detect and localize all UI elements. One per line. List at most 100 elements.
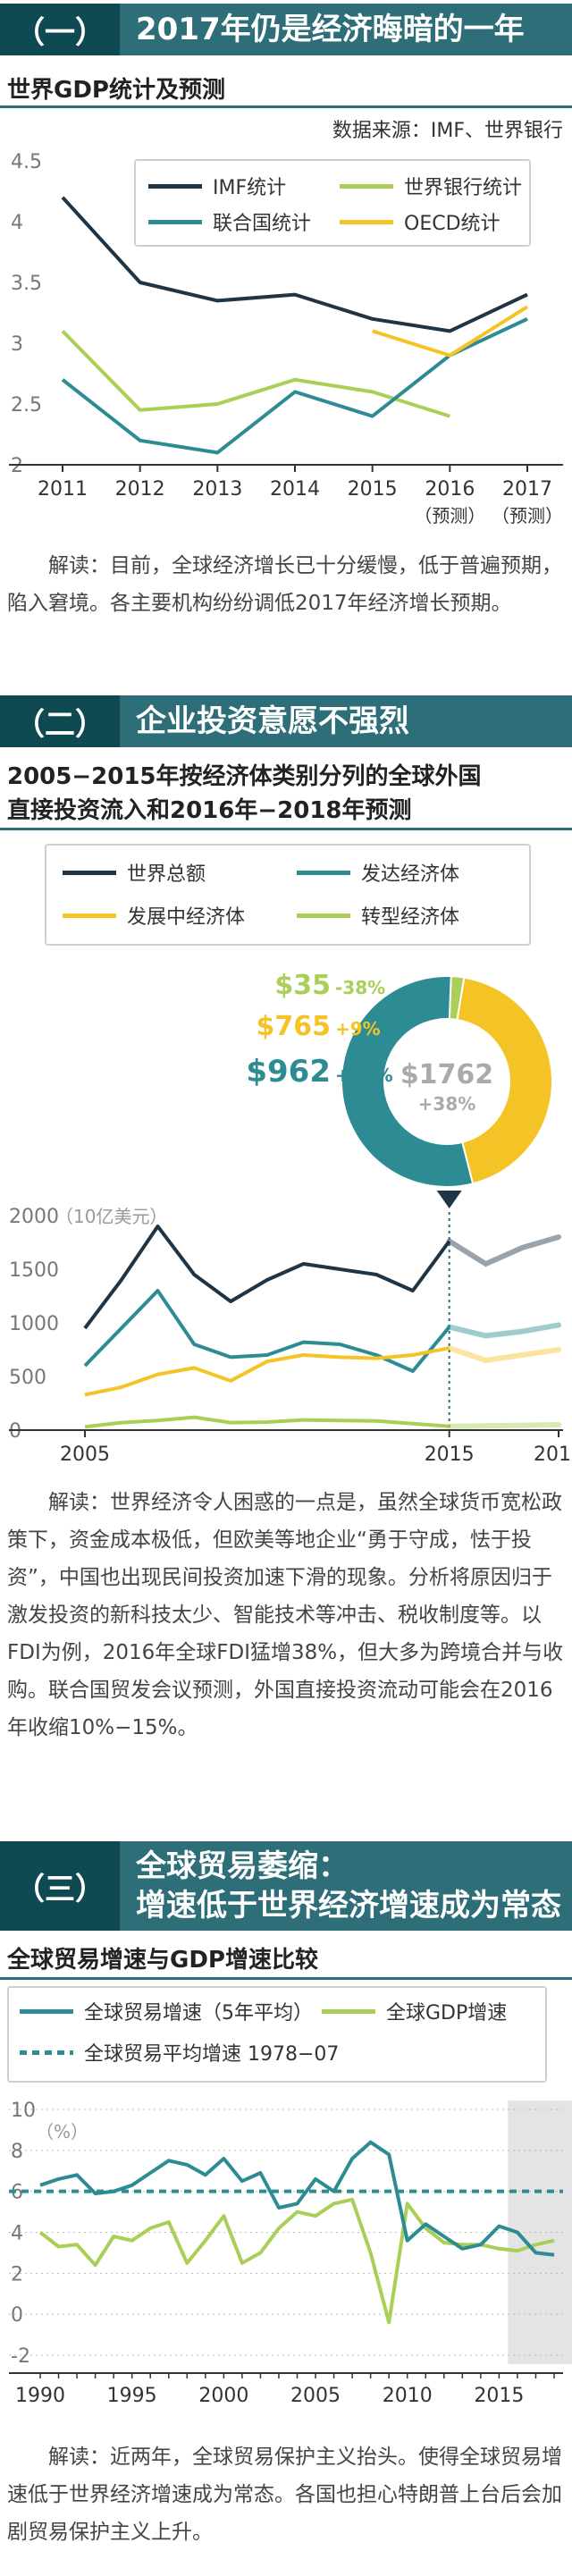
trade-y-tick: 0 <box>11 2304 23 2327</box>
gdp-series-line <box>372 305 529 358</box>
legend-trade-average-label: 全球贸易平均增速 1978−07 <box>84 2043 340 2066</box>
section1-number: （一） <box>0 4 120 55</box>
section3-title-line2: 增速低于世界经济增速成为常态 <box>136 1888 561 1924</box>
fdi-chart: $1762 +38% $35 -38%$765 +9%$962 +84% 0 500 1000 1… <box>9 970 572 1466</box>
trade-chart: -2 0 2 4 6 8 10（%） 1990 1995 2000 2005 2010 2015 <box>9 2100 572 2407</box>
fdi-y-tick: 0 <box>9 1420 21 1443</box>
trade-y-tick: 6 <box>11 2182 23 2204</box>
legend-developing: 发展中经济体 <box>63 901 245 930</box>
gdp-series-line <box>61 316 528 455</box>
section2-subtitle-line1: 2005−2015年按经济体类别分列的全球外国 <box>7 763 482 790</box>
donut-slice-label: $765 <box>257 1011 332 1042</box>
fdi-y-tick: 1500 <box>9 1259 59 1282</box>
fdi-series-line <box>84 1415 450 1429</box>
legend-transition-swatch <box>297 913 350 918</box>
trade-x-tick: 2010 <box>383 2385 433 2407</box>
section3-paragraph: 解读：近两年，全球贸易保护主义抬头。使得全球贸易增速低于世界经济增速成为常态。各… <box>7 2446 562 2544</box>
donut-slice-change: +9% <box>335 1018 381 1040</box>
trade-y-tick: -2 <box>11 2345 30 2368</box>
fdi-x-tick: 2015 <box>425 1444 475 1466</box>
gdp-x-tick: 2017 <box>502 478 552 501</box>
trade-series-line <box>38 2197 555 2325</box>
section3-underline <box>0 1977 572 1980</box>
legend-transition-label: 转型经济体 <box>361 906 460 929</box>
gdp-chart: 2 2.5 3 3.5 4 4.5 2011 2012 2013 2014 2015 2016 （预测）… <box>9 151 563 526</box>
gdp-x-sublabel: （预测） <box>492 505 563 526</box>
gdp-x-tick: 2011 <box>38 478 88 501</box>
trade-y-tick: 2 <box>11 2263 23 2286</box>
section1-title: 2017年仍是经济晦暗的一年 <box>136 11 525 47</box>
gdp-x-tick: 2012 <box>115 478 165 501</box>
section2-underline <box>0 828 572 830</box>
trade-y-label: （%） <box>36 2121 88 2142</box>
gdp-y-tick: 2 <box>11 455 23 477</box>
trade-series-line <box>39 2140 555 2257</box>
fdi-series-forecast <box>446 1322 561 1339</box>
legend-worldbank-label: 世界银行统计 <box>404 177 523 199</box>
fdi-x-tick: 2018 <box>534 1444 572 1466</box>
trade-legend: 全球贸易增速（5年平均） 全球GDP增速 全球贸易平均增速 1978−07 <box>7 1986 547 2083</box>
legend-trade-growth: 全球贸易增速（5年平均） <box>20 1997 313 2025</box>
legend-transition: 转型经济体 <box>297 901 459 930</box>
section1-underline <box>0 105 572 108</box>
legend-developed: 发达经济体 <box>297 858 459 887</box>
donut-slice-label: $962 <box>246 1054 331 1090</box>
section2-title: 企业投资意愿不强烈 <box>136 703 409 739</box>
legend-gdp-growth-label: 全球GDP增速 <box>386 2002 508 2025</box>
fdi-series-line <box>83 1289 451 1373</box>
fdi-series-forecast <box>446 1422 561 1429</box>
gdp-x-tick: 2013 <box>192 478 242 501</box>
fdi-legend: 世界总额 发达经济体 发展中经济体 转型经济体 <box>45 844 531 946</box>
fdi-y-tick: 2000 <box>9 1206 59 1228</box>
fdi-series-line <box>83 1225 451 1330</box>
fdi-series-line <box>84 1346 450 1397</box>
legend-imf-label: IMF统计 <box>213 177 287 199</box>
section1-source: 数据来源：IMF、世界银行 <box>332 120 563 142</box>
legend-worldbank: 世界银行统计 <box>340 172 522 200</box>
legend-developed-label: 发达经济体 <box>361 863 460 886</box>
legend-gdp-growth: 全球GDP增速 <box>322 1997 507 2025</box>
gdp-x-sublabel: （预测） <box>414 505 485 526</box>
legend-worldbank-swatch <box>340 183 393 189</box>
gdp-series-line <box>61 196 528 333</box>
legend-un-swatch <box>148 219 202 224</box>
trade-x-tick: 2015 <box>474 2385 524 2407</box>
trade-x-tick: 2005 <box>290 2385 341 2407</box>
legend-developed-swatch <box>297 870 350 875</box>
legend-trade-growth-swatch <box>20 2008 73 2014</box>
legend-developing-swatch <box>63 913 116 918</box>
fdi-y-label: （10亿美元） <box>55 1206 167 1227</box>
section3-header: （三） 全球贸易萎缩： 增速低于世界经济增速成为常态 <box>0 1841 572 1931</box>
legend-trade-growth-label: 全球贸易增速（5年平均） <box>84 2002 313 2025</box>
gdp-y-tick: 4 <box>11 212 23 234</box>
section2-paragraph: 解读：世界经济令人困惑的一点是，虽然全球货币宽松政策下，资金成本极低，但欧美等地… <box>7 1491 564 1739</box>
gdp-x-tick: 2014 <box>270 478 320 501</box>
section3-title-block: 全球贸易萎缩： 增速低于世界经济增速成为常态 <box>120 1847 561 1925</box>
section3-title-line1: 全球贸易萎缩： <box>136 1848 349 1884</box>
legend-imf-swatch <box>148 183 202 189</box>
fdi-y-tick: 500 <box>9 1367 46 1389</box>
fdi-y-tick: 1000 <box>9 1313 59 1335</box>
trade-x-tick: 1995 <box>107 2385 157 2407</box>
donut-total-label: $1762 <box>400 1059 493 1090</box>
legend-developing-label: 发展中经济体 <box>127 906 246 929</box>
trade-x-tick: 2000 <box>198 2385 248 2407</box>
fdi-x-tick: 2005 <box>60 1444 110 1466</box>
legend-un-label: 联合国统计 <box>213 213 312 235</box>
trade-y-tick: 8 <box>11 2141 23 2163</box>
donut-slice-change: -38% <box>335 977 385 998</box>
gdp-legend: IMF统计 世界银行统计 联合国统计 OECD统计 <box>134 159 531 247</box>
donut-slice-label: $35 <box>274 970 331 1001</box>
gdp-y-tick: 3 <box>11 333 23 356</box>
trade-x-tick: 1990 <box>15 2385 65 2407</box>
legend-oecd-label: OECD统计 <box>404 213 500 235</box>
gdp-y-tick: 2.5 <box>11 394 42 417</box>
fdi-series-forecast <box>446 1234 561 1267</box>
gdp-x-tick: 2016 <box>425 478 475 501</box>
fdi-series-forecast <box>446 1345 561 1364</box>
legend-oecd: OECD统计 <box>340 207 500 236</box>
trade-y-tick: 10 <box>11 2100 36 2122</box>
section1-paragraph: 解读：目前，全球经济增长已十分缓慢，低于普遍预期，陷入窘境。各主要机构纷纷调低2… <box>7 554 562 615</box>
donut-slice <box>456 976 553 1185</box>
section1-subtitle: 世界GDP统计及预测 <box>7 77 225 104</box>
